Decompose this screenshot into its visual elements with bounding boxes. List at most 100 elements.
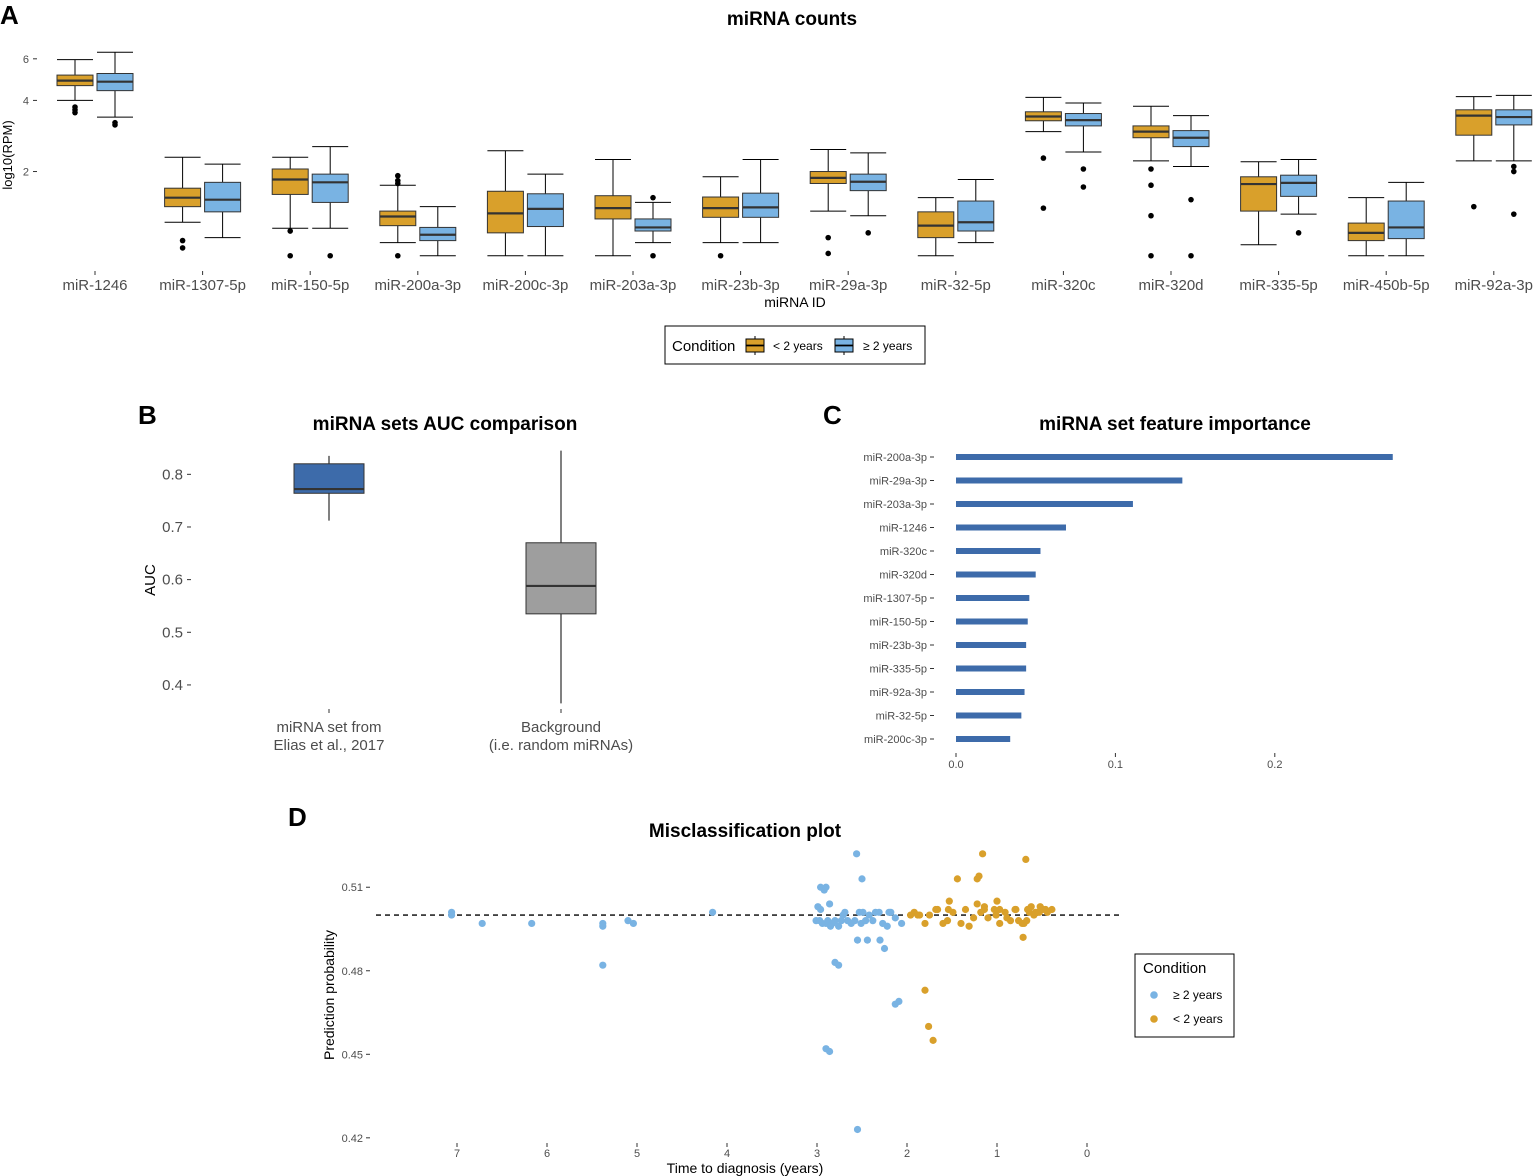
panel-c-title: miRNA set feature importance: [1039, 414, 1311, 435]
outlier-point: [395, 180, 401, 187]
point-over2: [448, 911, 456, 919]
outlier-point: [1148, 212, 1154, 219]
point-over2: [528, 919, 536, 928]
box-over2: [634, 194, 672, 259]
point-over2: [859, 908, 867, 916]
point-over2: [599, 922, 607, 930]
point-over2: [869, 917, 877, 925]
box-over2: [1387, 181, 1425, 257]
point-under2: [990, 905, 998, 914]
panel-a-y-axis: 2 4 6: [23, 54, 37, 179]
box-over2: [957, 179, 995, 244]
importance-bar: [956, 477, 1183, 484]
box-body: [525, 542, 597, 615]
point-over2: [858, 875, 866, 883]
box-over2: [526, 173, 564, 257]
outlier-point: [717, 252, 724, 259]
importance-bar: [956, 571, 1036, 578]
x-tick-label: (i.e. random miRNAs): [489, 737, 633, 754]
y-tick-label: 0.8: [162, 466, 183, 483]
point-over2: [865, 911, 873, 919]
x-tick-label: miR-450b-5p: [1343, 277, 1430, 294]
point-under2: [1003, 914, 1011, 922]
x-tick-label: 0.0: [948, 759, 963, 771]
point-over2: [826, 900, 834, 908]
panel-d-ylabel: Prediction probability: [321, 930, 337, 1060]
box-under2: [271, 156, 309, 259]
panel-a-boxes: [56, 51, 1533, 259]
x-tick-label: 3: [814, 1148, 820, 1160]
panel-d-xlabel: Time to diagnosis (years): [667, 1160, 824, 1176]
y-tick-label: 4: [23, 95, 29, 107]
box-under2: [917, 197, 955, 257]
point-over2: [876, 936, 884, 944]
point-under2: [925, 1022, 933, 1031]
importance-bar: [956, 712, 1022, 719]
point-under2: [975, 872, 983, 880]
outlier-point: [287, 252, 294, 259]
x-tick-label: miR-200c-3p: [482, 277, 568, 294]
box-over2: [1064, 102, 1102, 190]
point-under2: [1036, 903, 1044, 911]
outlier-point: [650, 194, 656, 201]
outlier-point: [179, 237, 186, 244]
y-tick-label: 0.4: [162, 677, 183, 694]
outlier-point: [1080, 166, 1087, 172]
outlier-point: [179, 245, 186, 251]
panel-c-x-axis: 0.0 0.1 0.2: [948, 753, 1282, 771]
outlier-point: [1148, 166, 1154, 172]
panel-b-ylabel: AUC: [142, 564, 159, 596]
box-over2: [849, 152, 887, 236]
point-over2: [817, 883, 825, 891]
x-tick-label: miR-335-5p: [1239, 277, 1317, 294]
box-over2: [419, 206, 457, 257]
point-under2: [929, 1036, 937, 1044]
outlier-point: [1040, 205, 1047, 211]
point-over2: [709, 908, 717, 916]
panel-a-xlabel: miRNA ID: [764, 294, 825, 310]
outlier-point: [1471, 203, 1477, 210]
point-over2: [863, 936, 872, 944]
point-over2: [851, 917, 859, 925]
importance-bar: [956, 595, 1030, 601]
box-under2: [56, 59, 94, 116]
box-body: [486, 190, 524, 234]
box-over2: [204, 163, 242, 239]
outlier-point: [865, 230, 871, 236]
box-body: [957, 200, 995, 232]
y-tick-label: miR-1246: [879, 523, 927, 535]
point-under2: [1019, 933, 1027, 941]
x-tick-label: 1: [994, 1148, 1000, 1160]
legend-a-label-over2: ≥ 2 years: [863, 339, 912, 353]
panel-d: D Misclassification plot Prediction prob…: [288, 802, 1235, 1176]
point-over2: [835, 922, 843, 930]
panel-d-points: [448, 850, 1056, 1134]
box-over2: [1280, 158, 1318, 236]
panel-d-legend: Condition ≥ 2 years < 2 years: [1134, 953, 1235, 1038]
box-body: [271, 168, 309, 195]
box-body: [1280, 174, 1318, 197]
y-tick-label: 0.45: [342, 1049, 363, 1061]
panel-c: C miRNA set feature importance miR-200a-…: [823, 400, 1393, 771]
y-tick-label: miR-200a-3p: [863, 452, 927, 464]
point-under2: [957, 919, 965, 928]
panel-a: A miRNA counts log10(RPM) miRNA ID 2 4 6 m…: [0, 0, 1533, 365]
point-over2: [898, 919, 906, 928]
outlier-point: [112, 122, 118, 128]
point-over2: [599, 961, 607, 969]
panel-b-title: miRNA sets AUC comparison: [313, 414, 578, 435]
x-tick-label: 0.1: [1108, 759, 1123, 771]
y-tick-label: miR-320d: [879, 570, 927, 582]
outlier-point: [72, 104, 78, 110]
point-over2: [891, 914, 899, 922]
panel-a-x-axis: miR-1246 miR-1307-5p miR-150-5p miR-200a-3p…: [62, 271, 1533, 294]
point-over2: [835, 961, 843, 969]
x-tick-label: miR-1246: [62, 277, 127, 294]
y-tick-label: miR-150-5p: [870, 617, 927, 629]
point-under2: [907, 911, 915, 919]
y-tick-label: miR-32-5p: [876, 711, 927, 723]
importance-bar: [956, 501, 1133, 507]
point-under2: [973, 900, 981, 908]
point-over2: [841, 908, 849, 916]
